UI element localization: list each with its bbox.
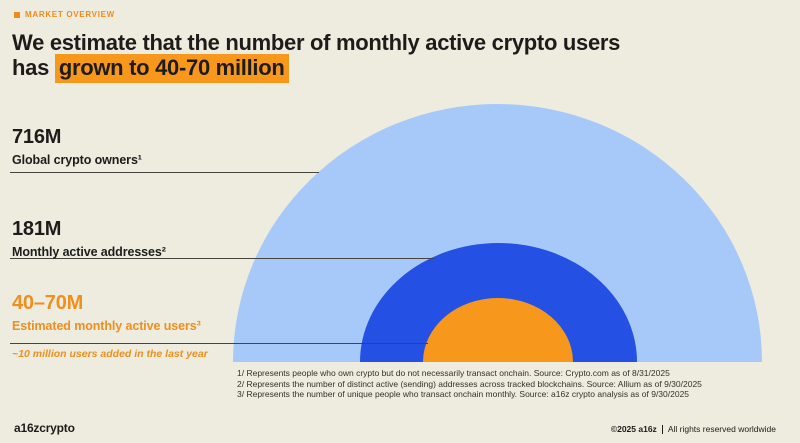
stat-value: 716M [12,126,62,148]
footer-copyright: ©2025 a16z All rights reserved worldwide [611,424,776,434]
leader-line-owners [10,172,319,173]
stat-estimated-monthly-active-users: 40–70M Estimated monthly active users³ [12,292,201,333]
footnote-line: 2/ Represents the number of distinct act… [237,378,702,389]
copyright-text: ©2025 a16z [610,424,657,434]
leader-line-addresses [10,258,434,259]
eyebrow: MARKET OVERVIEW [14,10,115,19]
footer-divider [661,424,663,434]
page-title: We estimate that the number of monthly a… [12,30,732,83]
stat-label: Monthly active addresses² [12,245,166,259]
footnote-line: 1/ Represents people who own crypto but … [237,368,670,378]
annotation-users-added: ~10 million users added in the last year [12,348,208,360]
footnote-line: 3/ Represents the number of unique peopl… [237,389,690,400]
eyebrow-label: MARKET OVERVIEW [25,10,115,19]
a16zcrypto-logo: a16zcrypto [14,421,75,435]
title-line2-prefix: has [12,55,55,80]
title-line1: We estimate that the number of monthly a… [12,30,621,55]
eyebrow-square-icon [14,11,20,18]
stat-label: Estimated monthly active users³ [12,319,201,333]
title-highlight: grown to 40-70 million [54,54,290,83]
stat-global-crypto-owners: 716M Global crypto owners¹ [12,126,142,167]
footnotes: 1/ Represents people who own crypto but … [237,368,702,400]
stat-value: 40–70M [12,292,84,314]
leader-line-users [10,343,428,344]
stat-value: 181M [12,218,62,240]
stat-label: Global crypto owners¹ [12,153,142,167]
stat-monthly-active-addresses: 181M Monthly active addresses² [12,218,166,259]
rights-text: All rights reserved worldwide [667,424,776,434]
